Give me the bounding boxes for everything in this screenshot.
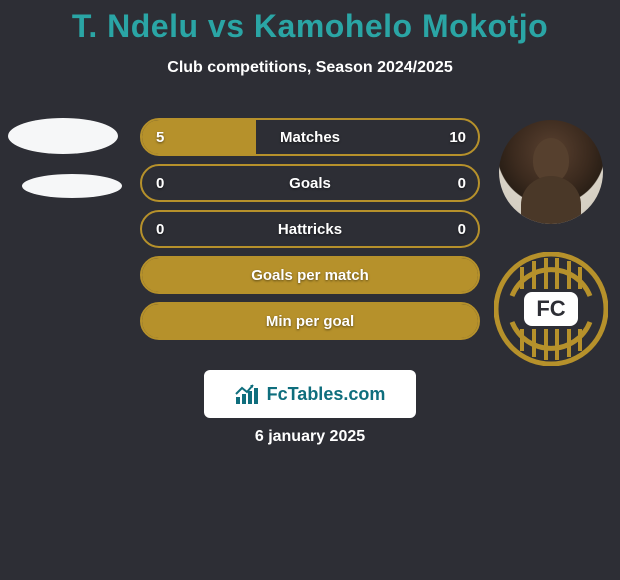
placeholder-ellipse (22, 174, 122, 198)
stat-value-right: 0 (458, 175, 466, 192)
stat-value-left: 0 (156, 175, 164, 192)
stat-value-right: 0 (458, 221, 466, 238)
stat-label: Min per goal (266, 313, 354, 330)
stat-value-left: 5 (156, 129, 164, 146)
right-player-column: FC (499, 120, 608, 366)
comparison-title: T. Ndelu vs Kamohelo Mokotjo (0, 0, 620, 45)
placeholder-ellipse (8, 118, 118, 154)
comparison-subtitle: Club competitions, Season 2024/2025 (0, 59, 620, 77)
brand-text: FcTables.com (267, 384, 386, 405)
club-badge-letters: FC (536, 296, 565, 321)
stat-label: Goals (289, 175, 331, 192)
left-player-placeholder (8, 118, 122, 198)
stat-bar: Goals per match (140, 256, 480, 294)
stat-value-right: 10 (449, 129, 466, 146)
snapshot-date: 6 january 2025 (0, 428, 620, 446)
player-avatar (499, 120, 603, 224)
stat-bar: 0 0 Goals (140, 164, 480, 202)
brand-pill: FcTables.com (204, 370, 416, 418)
stat-bar: 0 0 Hattricks (140, 210, 480, 248)
stat-bar: 5 10 Matches (140, 118, 480, 156)
stat-bar: Min per goal (140, 302, 480, 340)
club-badge: FC (494, 252, 608, 366)
stat-label: Hattricks (278, 221, 342, 238)
stat-value-left: 0 (156, 221, 164, 238)
stat-label: Matches (280, 129, 340, 146)
club-badge-svg: FC (494, 252, 608, 366)
stat-label: Goals per match (251, 267, 369, 284)
stat-bars: 5 10 Matches 0 0 Goals 0 0 Hattricks Goals per ma… (140, 118, 480, 348)
bar-chart-icon (235, 383, 261, 405)
